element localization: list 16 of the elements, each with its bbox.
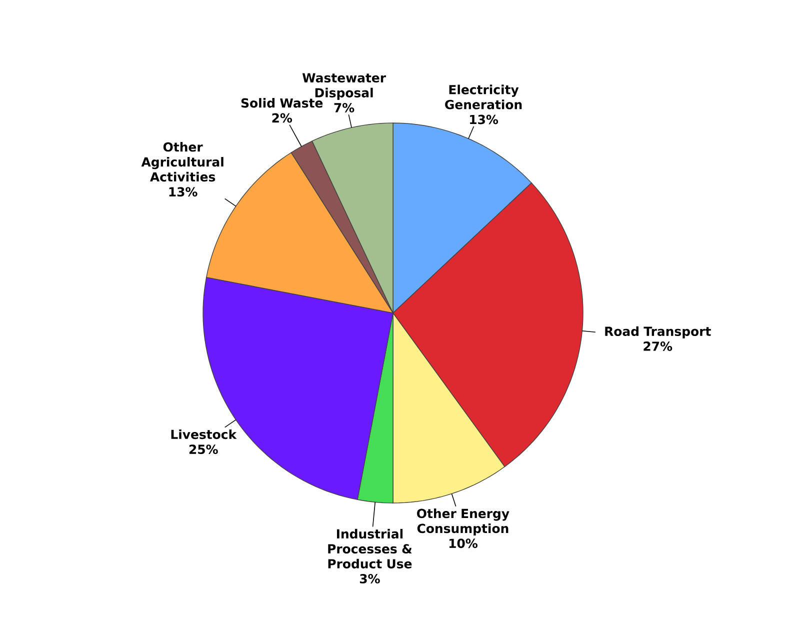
slice-label: Electricity Generation	[445, 84, 522, 110]
data-label: 13%	[470, 114, 498, 124]
slice-label: Solid Waste	[241, 98, 323, 108]
data-label: 25%	[189, 444, 218, 454]
slice-label: Livestock	[171, 429, 237, 440]
data-label: 2%	[272, 113, 292, 123]
slice-label: Other Agricultural Activities	[141, 142, 224, 182]
slice-label: Wastewater Disposal	[302, 73, 386, 100]
data-label: 13%	[169, 187, 198, 197]
slice-label: Industrial Processes & Product Use	[328, 528, 412, 568]
data-label: 10%	[449, 538, 478, 548]
data-label: 7%	[334, 102, 354, 112]
slice-label: Other Energy Consumption	[417, 508, 510, 536]
data-label: 27%	[644, 342, 672, 351]
slice-label: Road Transport	[605, 326, 711, 338]
data-label: 3%	[360, 574, 380, 584]
